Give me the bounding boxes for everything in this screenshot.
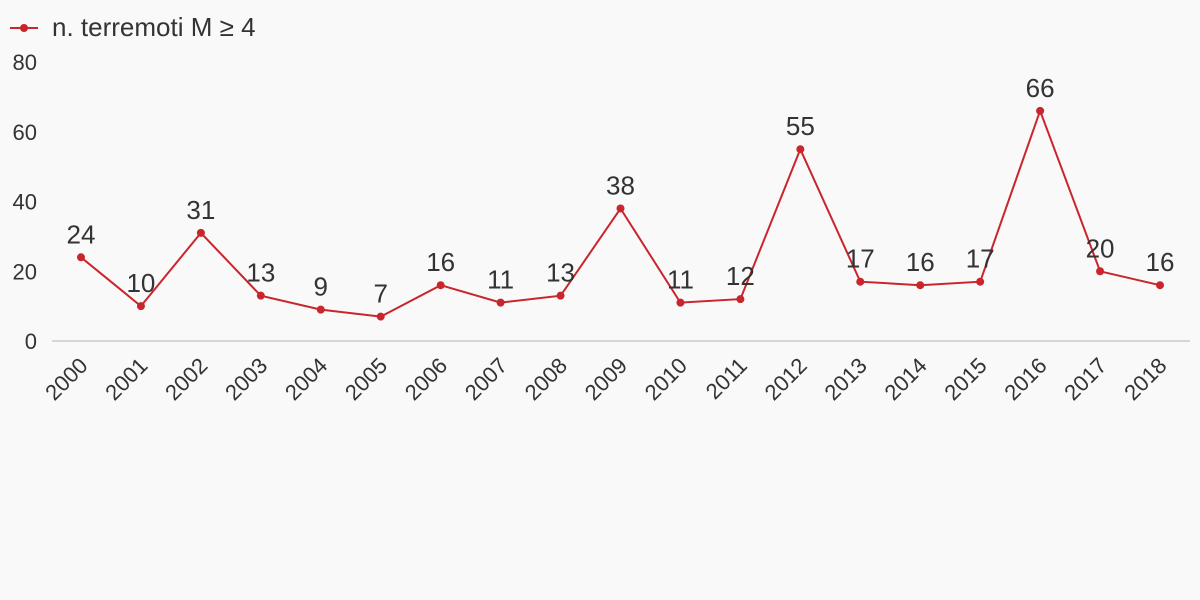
data-point [736,295,745,304]
data-point [976,277,985,286]
data-point [496,298,505,307]
x-tick-label: 2016 [999,353,1051,405]
y-axis: 0 20 40 60 80 [13,50,37,354]
data-points [77,106,1164,321]
x-tick-label: 2002 [160,353,212,405]
x-axis: 2000 2001 2002 2003 2004 2005 2006 2007 2008 2009… [40,353,1171,405]
x-tick-label: 2015 [939,353,991,405]
x-tick-label: 2012 [760,353,812,405]
data-point [676,298,685,307]
data-point [376,312,385,321]
data-point [77,253,85,262]
data-label: 10 [126,268,155,298]
data-label: 13 [246,258,275,288]
y-tick-label: 0 [25,329,37,354]
x-tick-label: 2003 [220,353,272,405]
x-tick-label: 2011 [701,353,752,404]
data-label: 17 [846,244,875,274]
data-point [856,277,865,286]
legend-label: n. terremoti M ≥ 4 [52,12,256,42]
y-tick-label: 40 [13,190,37,215]
data-point [316,305,325,314]
data-label: 20 [1086,233,1115,263]
data-labels: 24 10 31 13 9 7 16 11 13 38 11 12 55 17 16 17 66 20 16 [67,73,1175,309]
x-tick-label: 2010 [640,353,692,405]
data-label: 66 [1026,73,1055,103]
x-tick-label: 2005 [340,353,392,405]
data-label: 16 [1146,247,1175,277]
x-tick-label: 2007 [460,353,512,405]
x-tick-label: 2001 [100,353,152,405]
data-point [436,281,445,290]
x-tick-label: 2018 [1119,353,1171,405]
x-tick-label: 2006 [400,353,452,405]
x-tick-label: 2000 [40,353,92,405]
data-label: 31 [186,195,215,225]
x-tick-label: 2009 [580,353,632,405]
y-tick-label: 80 [13,50,37,75]
data-label: 55 [786,111,815,141]
data-label: 16 [906,247,935,277]
data-label: 12 [726,261,755,291]
data-label: 11 [667,265,694,295]
data-label: 38 [606,170,635,200]
data-point [1096,267,1105,276]
data-label: 17 [966,244,995,274]
x-tick-label: 2008 [520,353,572,405]
data-point [256,291,265,300]
data-label: 9 [314,272,328,302]
y-tick-label: 20 [13,259,37,284]
data-label: 24 [67,219,96,249]
data-label: 11 [487,265,514,295]
data-label: 13 [546,258,575,288]
data-point [916,281,925,290]
data-point [616,204,625,213]
series-line [80,107,1161,318]
x-tick-label: 2017 [1059,353,1111,405]
x-tick-label: 2013 [820,353,872,405]
x-tick-label: 2014 [879,353,931,405]
data-label: 7 [373,279,387,309]
data-point [796,145,805,154]
data-point [196,228,205,237]
legend-dot-marker [20,24,28,32]
x-tick-label: 2004 [280,353,332,405]
data-point [556,291,565,300]
y-tick-label: 60 [13,120,37,145]
data-label: 16 [426,247,455,277]
legend: n. terremoti M ≥ 4 [10,12,256,42]
data-point [1156,281,1164,290]
data-point [136,302,145,311]
data-point [1036,106,1045,115]
